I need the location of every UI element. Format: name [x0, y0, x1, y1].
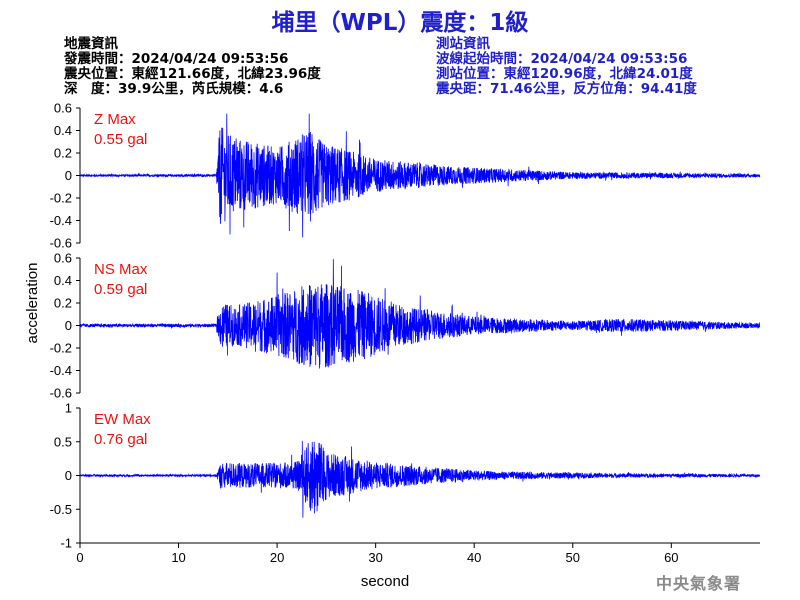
- y-tick-label-ns: -0.2: [50, 341, 72, 356]
- y-tick-label-z: 0: [65, 168, 72, 183]
- origin-time-text: 發震時間：2024/04/24 09:53:56: [64, 51, 289, 67]
- y-tick-label-z: -0.6: [50, 236, 72, 251]
- y-tick-label-ew: 0.5: [54, 434, 72, 449]
- trace-ew: [79, 440, 761, 518]
- x-tick-label: 50: [566, 550, 580, 565]
- x-tick-label: 10: [171, 550, 185, 565]
- x-tick-label: 20: [270, 550, 284, 565]
- y-tick-label-ns: 0.2: [54, 296, 72, 311]
- station-info-heading: 測站資訊: [436, 36, 490, 52]
- x-tick-label: 0: [76, 550, 83, 565]
- y-tick-label-ew: 0: [65, 468, 72, 483]
- epicenter-location-text: 震央位置：東經121.66度，北緯23.96度: [64, 66, 321, 82]
- y-tick-label-z: 0.2: [54, 146, 72, 161]
- earthquake-info-block: 地震資訊 發震時間：2024/04/24 09:53:56 震央位置：東經121…: [64, 37, 321, 97]
- y-tick-label-ew: 1: [65, 401, 72, 416]
- trace-ns: [79, 259, 761, 369]
- trace-z: [80, 113, 761, 238]
- max-title-ns: NS Max: [94, 261, 148, 278]
- y-tick-label-ew: -0.5: [50, 502, 72, 517]
- y-tick-label-ns: 0.6: [54, 251, 72, 266]
- y-tick-label-z: 0.4: [54, 123, 72, 138]
- y-tick-label-ew: -1: [60, 536, 72, 551]
- max-value-z: 0.55 gal: [94, 131, 147, 148]
- max-value-ew: 0.76 gal: [94, 431, 147, 448]
- y-tick-label-ns: -0.4: [50, 363, 72, 378]
- chart-title: 埔里（WPL）震度：1級: [271, 10, 529, 36]
- y-tick-label-z: -0.2: [50, 191, 72, 206]
- max-title-z: Z Max: [94, 111, 136, 128]
- depth-magnitude-text: 深 度：39.9公里，芮氏規模：4.6: [64, 81, 284, 97]
- y-tick-label-ns: -0.6: [50, 386, 72, 401]
- epicentral-distance-text: 震央距：71.46公里，反方位角：94.41度: [436, 81, 697, 97]
- y-axis-title: acceleration: [24, 263, 41, 344]
- x-tick-label: 40: [467, 550, 481, 565]
- y-tick-label-z: -0.4: [50, 213, 72, 228]
- max-title-ew: EW Max: [94, 411, 151, 428]
- y-tick-label-ns: 0: [65, 318, 72, 333]
- station-info-block: 測站資訊 波線起始時間：2024/04/24 09:53:56 測站位置：東經1…: [436, 37, 697, 97]
- max-value-ns: 0.59 gal: [94, 281, 147, 298]
- wave-start-time-text: 波線起始時間：2024/04/24 09:53:56: [436, 51, 688, 67]
- x-tick-label: 30: [368, 550, 382, 565]
- y-tick-label-z: 0.6: [54, 101, 72, 116]
- y-tick-label-ns: 0.4: [54, 273, 72, 288]
- x-axis-title: second: [361, 573, 409, 590]
- station-location-text: 測站位置：東經120.96度，北緯24.01度: [436, 66, 693, 82]
- x-tick-label: 60: [664, 550, 678, 565]
- agency-watermark: 中央氣象署: [656, 574, 742, 593]
- earthquake-info-heading: 地震資訊: [64, 36, 118, 52]
